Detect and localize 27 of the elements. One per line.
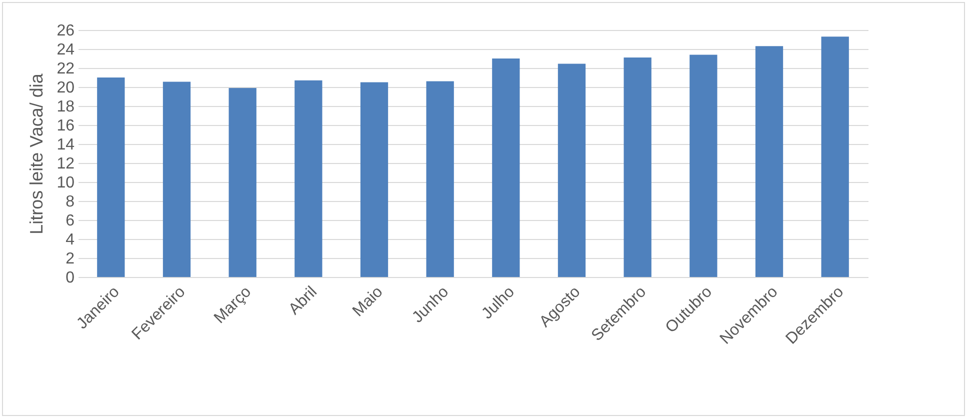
y-tick-label: 6 [66,212,75,230]
y-tick-label: 18 [56,98,75,116]
bar [162,82,191,277]
y-tick-label: 22 [56,60,75,78]
bar [360,82,388,277]
y-tick-label: 4 [66,232,75,248]
bar [690,54,718,277]
bar [492,58,520,277]
bar [624,58,652,277]
bar [426,81,454,277]
y-tick-label: 20 [56,80,75,96]
y-tick-label: 12 [56,156,75,172]
y-tick-label: 2 [66,250,75,268]
y-tick-label: 16 [56,118,75,134]
bar [294,80,322,277]
bar [97,78,125,277]
bar [821,36,849,277]
y-tick-label: 24 [56,42,75,58]
y-tick-label: 26 [56,22,75,40]
y-tick-label: 10 [56,174,75,192]
bar [558,64,586,277]
y-tick-label: 8 [66,194,75,210]
y-axis-title: Litros leite Vaca/ dia [26,72,47,234]
bar [755,46,784,277]
bar [228,88,256,277]
y-tick-label: 14 [56,136,75,154]
y-tick-label: 0 [66,270,75,286]
